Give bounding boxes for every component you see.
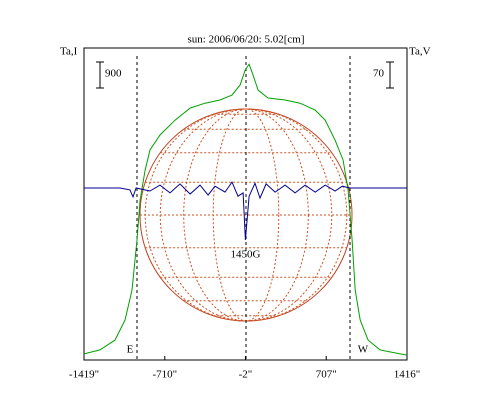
right-axis-label: Ta,V: [409, 46, 431, 58]
dip-label: 1450G: [230, 249, 260, 261]
scale-bar-label: 70: [373, 68, 385, 80]
left-axis-label: Ta,I: [60, 46, 78, 58]
x-tick-label: 707": [316, 369, 337, 381]
scale-bar-label: 900: [105, 68, 122, 80]
west-label: W: [358, 344, 369, 356]
x-tick-label: -710": [152, 369, 177, 381]
x-tick-label: -2": [239, 369, 253, 381]
series-line: [83, 63, 408, 356]
series-line: [84, 181, 407, 241]
x-tick-label: -1419": [69, 369, 99, 381]
x-tick-label: 1416": [394, 369, 421, 381]
scale-bar: [386, 61, 394, 89]
east-label: E: [127, 344, 134, 356]
sun-disk: [139, 108, 353, 322]
chart-title: sun: 2006/06/20: 5.02[cm]: [187, 34, 304, 46]
scale-bar: [96, 61, 104, 89]
